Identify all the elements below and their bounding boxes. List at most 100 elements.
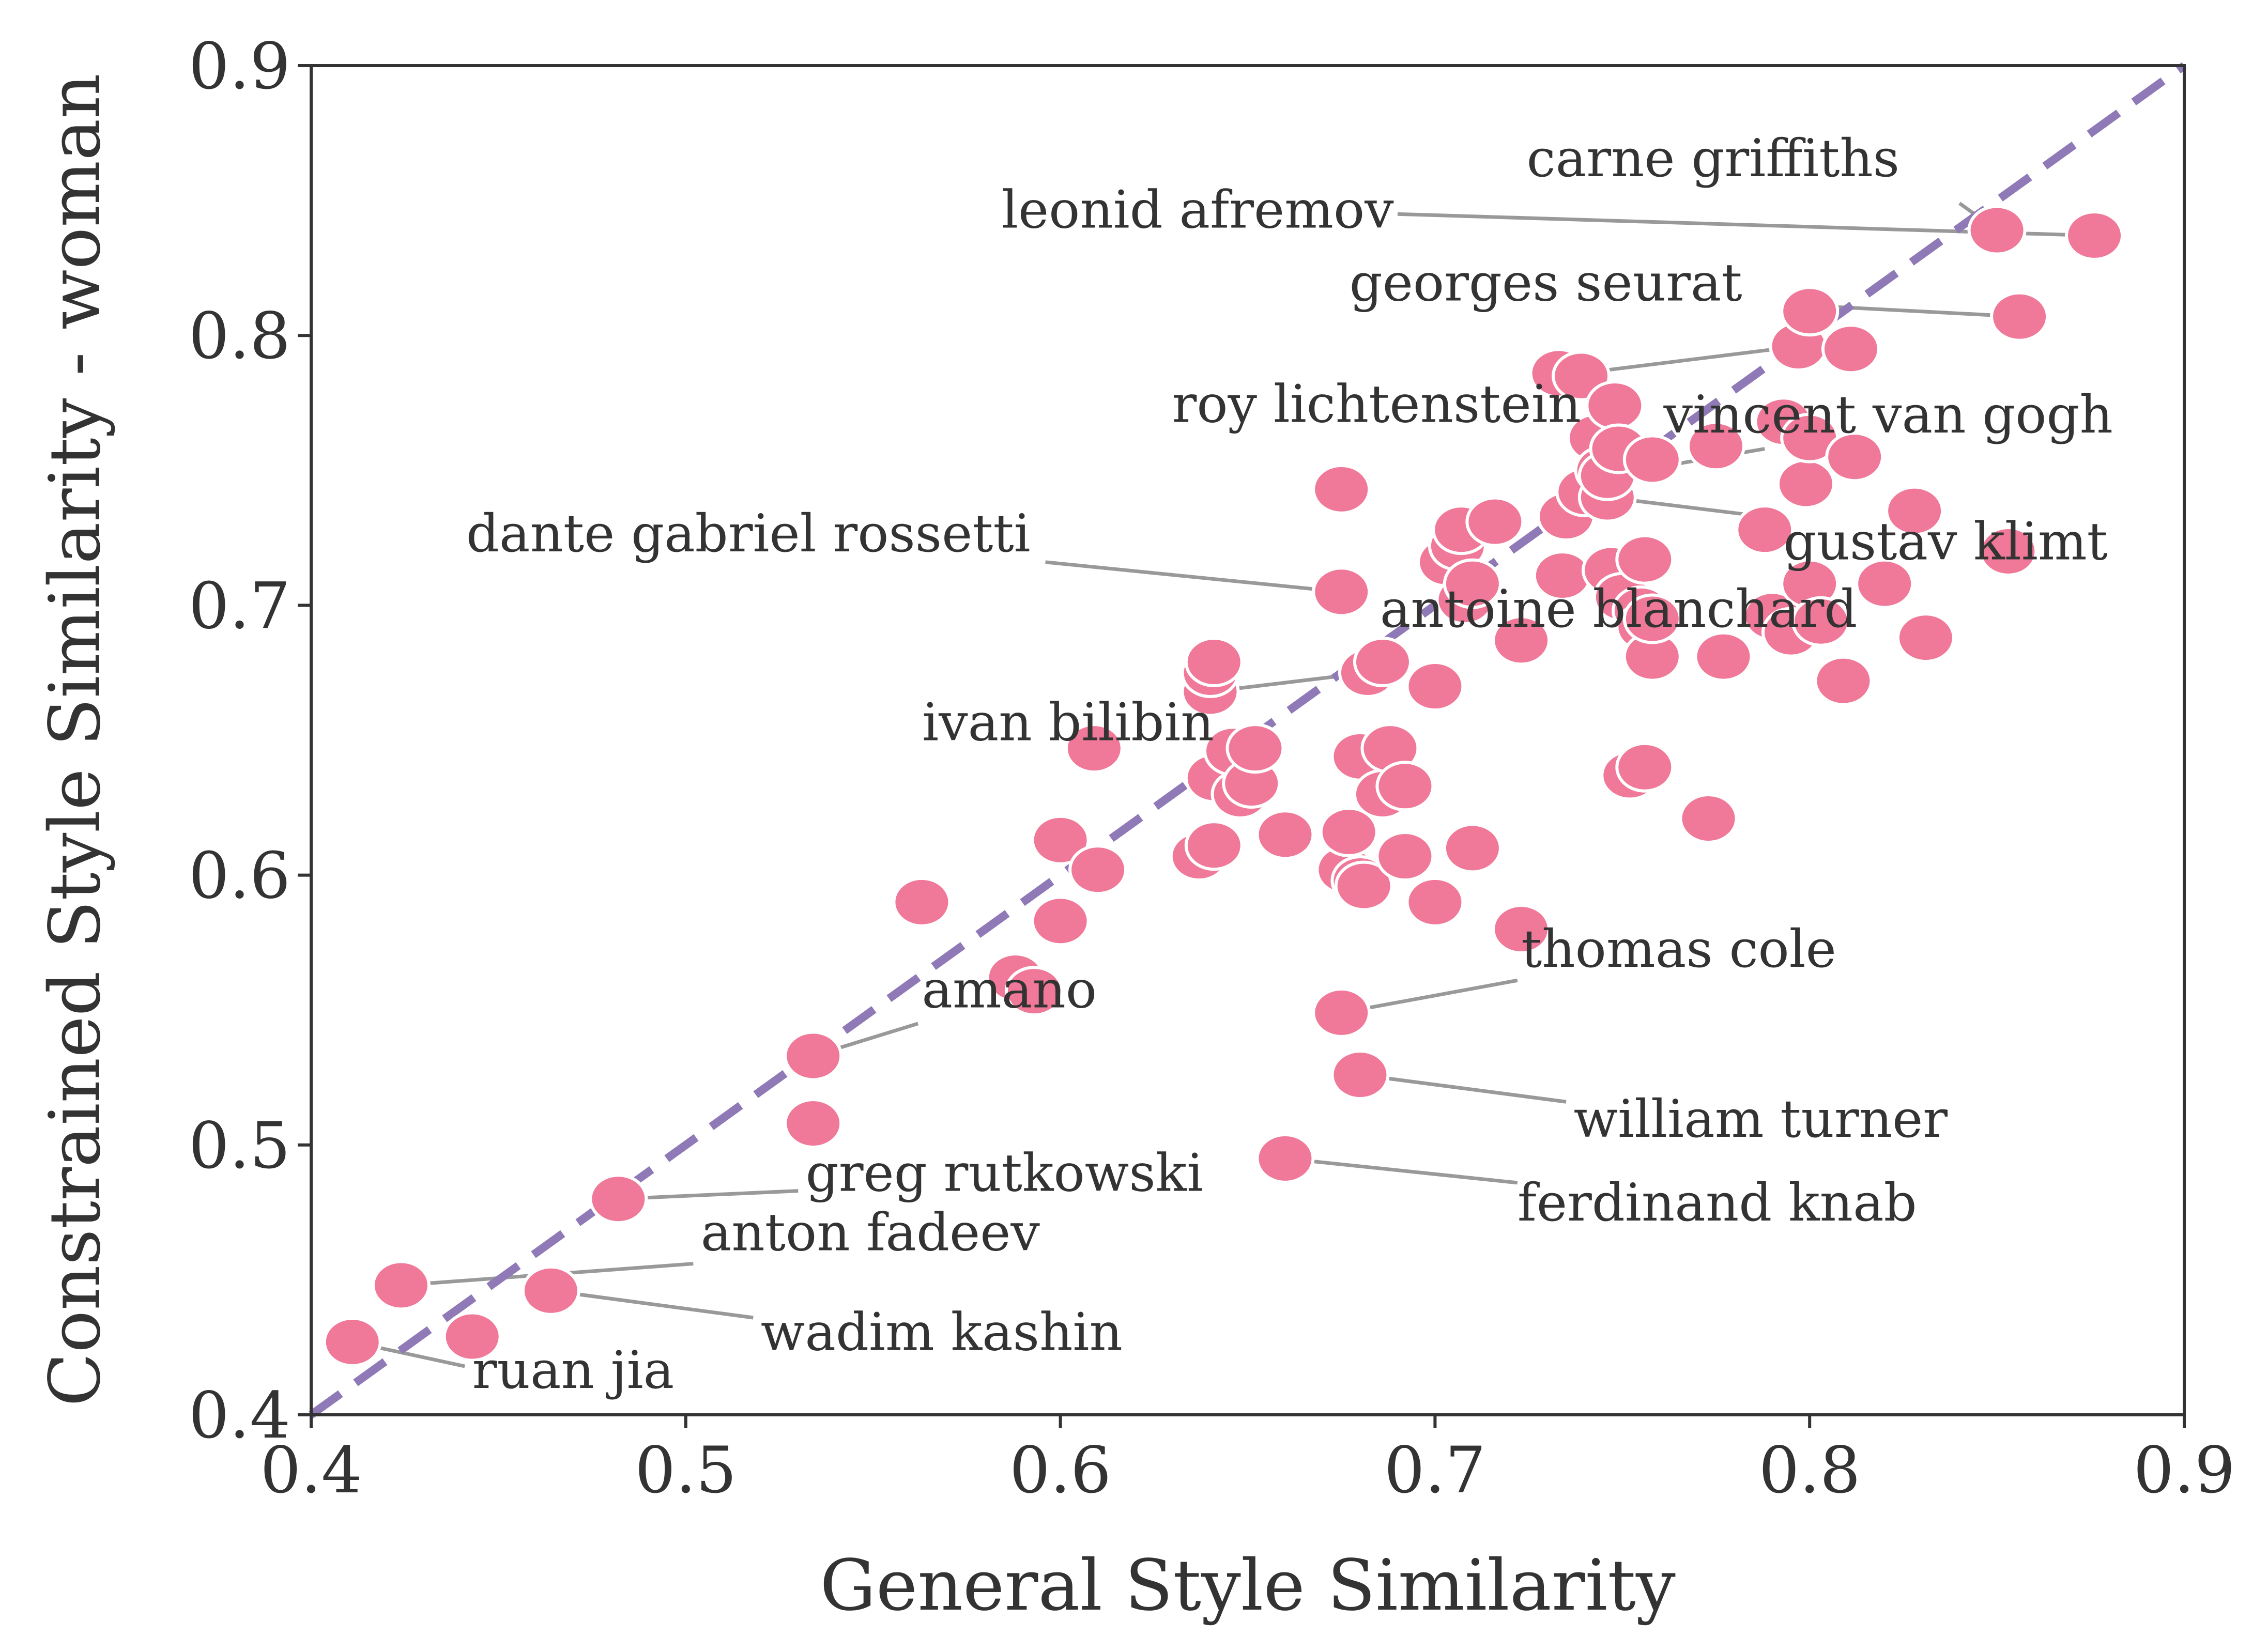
scatter-point [1255,1133,1315,1184]
x-tick-label: 0.7 [1384,1433,1486,1508]
scatter-point [589,1174,648,1225]
scatter-point [1780,286,1840,337]
scatter-point [1679,793,1738,844]
scatter-point [1319,807,1378,858]
scatter-point [1375,761,1435,812]
scatter-point [1443,558,1502,609]
scatter-point [1312,566,1371,617]
annotation-label: vincent van gogh [1663,384,2113,445]
annotation-label: william turner [1574,1089,1948,1149]
scatter-point [1825,431,1884,483]
scatter-point [1004,966,1064,1017]
plot-frame [310,64,2186,1416]
y-tick-label: 0.5 [189,1109,290,1183]
annotation-label: georges seurat [1350,252,1742,313]
annotation-label: amano [922,959,1097,1020]
y-tick-label: 0.7 [189,569,290,643]
scatter-point [1031,896,1090,947]
y-tick-label: 0.4 [189,1379,290,1453]
annotation-label: thomas cole [1521,919,1836,979]
scatter-point [1492,615,1551,666]
scatter-point [1465,496,1525,547]
scatter-point [1885,485,1944,536]
scatter-point [1255,809,1315,860]
annotation-label: wadim kashin [761,1302,1123,1363]
x-tick-label: 0.4 [260,1433,362,1508]
scatter-point [1225,723,1285,774]
annotation-leader-line [1581,344,1799,375]
scatter-point [1405,876,1465,928]
leader-lines [351,202,2095,1368]
scatter-point [1405,661,1465,712]
annotation-label: ivan bilibin [922,692,1214,753]
scatter-point [1585,380,1645,431]
scatter-point [1068,844,1128,896]
annotation-leader-line [1045,560,1342,594]
annotation-label: ruan jia [472,1340,675,1400]
annotation-label: roy lichtenstein [1172,374,1582,434]
scatter-point [1031,814,1090,866]
scatter-point [1492,904,1551,955]
annotation-label: ferdinand knab [1518,1172,1917,1233]
scatter-point [1615,534,1675,585]
scatter-point [1694,631,1753,682]
scatter-point [892,876,952,928]
scatter-point [1312,987,1371,1038]
scatter-point [784,1030,843,1082]
scatter-point [1353,637,1412,688]
scatter-point [1855,558,1914,609]
scatter-point [1814,655,1873,706]
point-annotations: carne griffiths leonid afremov georges seu… [466,128,2113,1400]
annotation-leader-line [1285,1156,1518,1185]
y-axis-ticks: 0.4 0.5 0.6 0.7 0.8 0.9 [189,29,311,1453]
annotation-leader-line [550,1289,754,1320]
y-tick-label: 0.9 [189,29,290,104]
scatter-point [784,1098,843,1149]
scatter-point [1615,742,1675,793]
x-tick-label: 0.8 [1759,1433,1861,1508]
scatter-point [1979,526,2038,577]
scatter-point [1687,421,1745,472]
scatter-point [1622,434,1682,485]
annotation-label: greg rutkowski [806,1143,1203,1203]
scatter-point [1776,458,1835,510]
scatter-point [1184,820,1244,871]
scatter-point [1184,637,1244,688]
scatter-point [1967,205,2027,256]
annotation-label: gustav klimt [1783,512,2107,572]
annotation-label: antoine blanchard [1380,579,1858,639]
scatter-point [1622,593,1682,644]
annotation-leader-line [618,1189,799,1201]
scatter-point [1990,291,2049,342]
scatter-point [1896,612,1955,663]
scatter-point [1735,504,1795,555]
data-points [323,205,2124,1368]
scatter-point [1330,1049,1390,1101]
scatter-point [442,1311,502,1362]
annotation-label: anton fadeev [701,1202,1040,1262]
scatter-point [1334,860,1393,912]
x-axis-ticks: 0.4 0.5 0.6 0.7 0.8 0.9 [260,1415,2235,1508]
y-tick-label: 0.6 [189,839,290,914]
annotation-leader-line [1341,978,1518,1015]
scatter-point [323,1317,382,1368]
scatter-point [371,1260,431,1311]
annotation-leader-line [1359,1073,1567,1104]
scatter-point [1791,596,1850,647]
scatter-point [2065,210,2124,261]
scatter-point [1821,323,1880,375]
y-tick-label: 0.8 [189,299,290,374]
x-axis-title: General Style Similarity [820,1545,1676,1627]
annotation-label: carne griffiths [1527,128,1900,189]
x-tick-label: 0.5 [635,1433,737,1508]
scatter-point [1443,823,1502,874]
annotation-label: dante gabriel rossetti [466,503,1031,564]
scatter-point [1312,464,1371,515]
y-axis-title: Constrained Style Similarity - woman [35,73,116,1407]
x-tick-label: 0.6 [1009,1433,1111,1508]
annotation-label: leonid afremov [1002,179,1394,240]
scatter-point [1375,831,1435,882]
scatter-point [521,1265,580,1316]
scatter-point [1064,723,1124,774]
